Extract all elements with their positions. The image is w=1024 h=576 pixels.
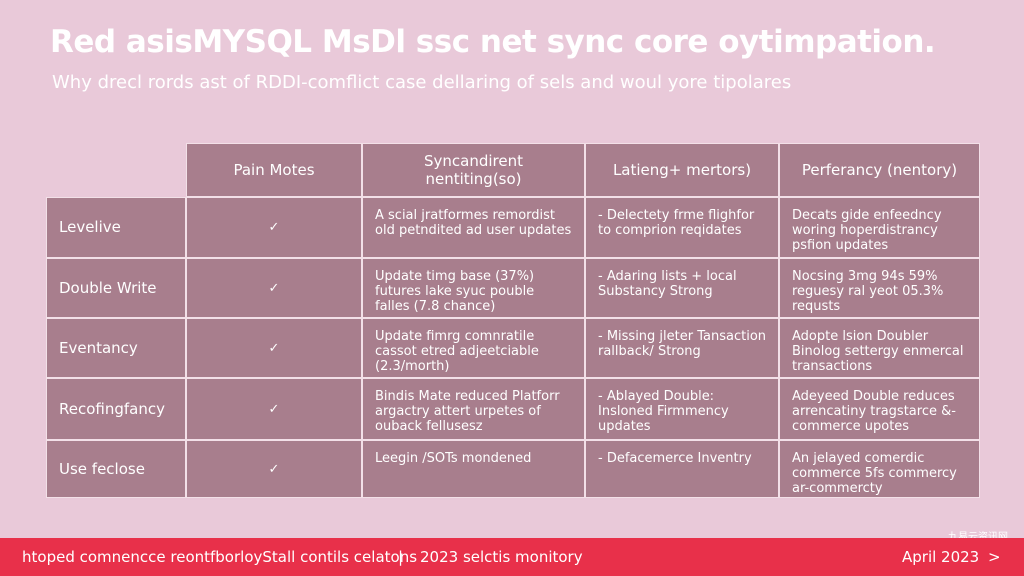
- table-cell: Update fimrg comnratile cassot etred adj…: [362, 318, 585, 378]
- check-mark: ✓: [186, 440, 362, 498]
- row-label: Eventancy: [46, 318, 186, 378]
- footer-separator: |: [398, 548, 404, 566]
- table-cell: - Adaring lists + local Substancy Strong: [585, 258, 779, 318]
- check-mark: ✓: [186, 378, 362, 440]
- column-header: Perferancy (nentory): [779, 143, 980, 197]
- table-cell: Decats gide enfeedncy woring hoperdistra…: [779, 197, 980, 258]
- check-mark: ✓: [186, 318, 362, 378]
- row-label: Double Write: [46, 258, 186, 318]
- table-cell: Adopte lsion Doubler Binolog settergy en…: [779, 318, 980, 378]
- footer-middle: 2023 selctis monitory: [420, 548, 583, 566]
- table-cell: Leegin /SOTs mondened: [362, 440, 585, 498]
- check-mark: ✓: [186, 197, 362, 258]
- table-cell: Update timg base (37%) futures lake syuc…: [362, 258, 585, 318]
- check-mark: ✓: [186, 258, 362, 318]
- table-cell: Bindis Mate reduced Platforr argactry at…: [362, 378, 585, 440]
- watermark: 九易云资讯网: [948, 528, 1008, 543]
- table-cell: - Delectety frme flighfor to comprion re…: [585, 197, 779, 258]
- row-label: Use feclose: [46, 440, 186, 498]
- table-cell: - Defacemerce Inventry: [585, 440, 779, 498]
- table-cell: Nocsing 3mg 94s 59% reguesy ral yeot 05.…: [779, 258, 980, 318]
- column-header: Syncandirent nentiting(so): [362, 143, 585, 197]
- row-label: Levelive: [46, 197, 186, 258]
- subtitle: Why drecl rords ast of RDDI-comflict cas…: [52, 72, 792, 93]
- footer: htoped comnencce reontfborloyStall conti…: [0, 538, 1024, 576]
- table-cell: A scial jratformes remordist old petndit…: [362, 197, 585, 258]
- title: Red asisMYSQL MsDl ssc net sync core oyt…: [50, 24, 936, 60]
- table-cell: An jelayed comerdic commerce 5fs commerc…: [779, 440, 980, 498]
- table-cell: Adeyeed Double reduces arrencatiny trags…: [779, 378, 980, 440]
- next-arrow[interactable]: >: [988, 548, 1001, 566]
- table-cell: - Ablayed Double: Insloned Firmmency upd…: [585, 378, 779, 440]
- footer-left: htoped comnencce reontfborloyStall conti…: [22, 548, 418, 566]
- footer-date: April 2023: [902, 548, 980, 566]
- row-label: Recofingfancy: [46, 378, 186, 440]
- column-header: Latieng+ mertors): [585, 143, 779, 197]
- column-header: Pain Motes: [186, 143, 362, 197]
- table-cell: - Missing jleter Tansaction rallback/ St…: [585, 318, 779, 378]
